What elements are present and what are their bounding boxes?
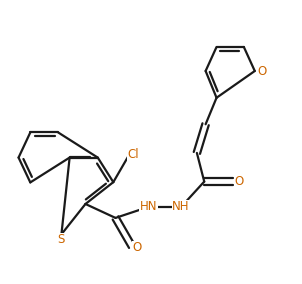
Text: HN: HN — [140, 201, 157, 214]
Text: O: O — [133, 241, 142, 254]
Text: O: O — [234, 175, 243, 188]
Text: O: O — [257, 64, 266, 78]
Text: NH: NH — [172, 201, 190, 214]
Text: Cl: Cl — [127, 148, 139, 161]
Text: S: S — [58, 233, 65, 246]
